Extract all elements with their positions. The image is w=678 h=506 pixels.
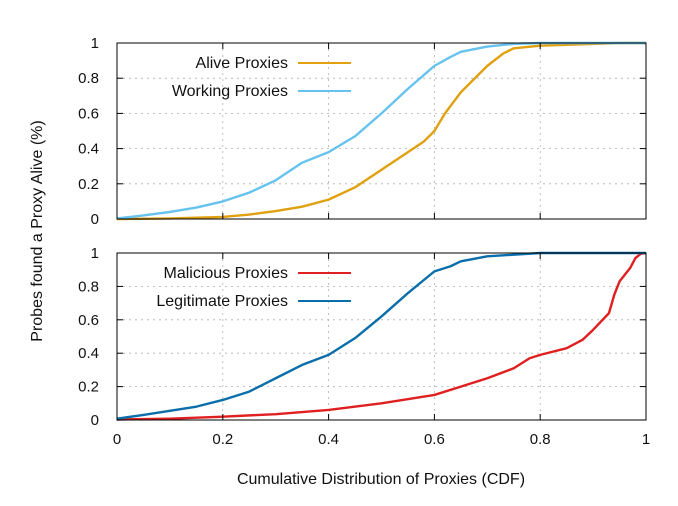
legend-label: Alive Proxies <box>196 55 288 72</box>
x-tick-label: 0.4 <box>318 431 339 448</box>
bottom-panel: 0 0.2 0.4 0.6 0.8 1 0 0.2 0.4 0.6 0.8 1 Malicious Pr… <box>78 245 650 448</box>
top-panel: 0 0.2 0.4 0.6 0.8 1 Alive Proxies Working Proxi… <box>78 35 647 228</box>
plot-frame <box>116 42 647 220</box>
x-axis-title: Cumulative Distribution of Proxies (CDF) <box>237 471 525 488</box>
y-tick-label: 1 <box>91 35 99 52</box>
series-line-malicious-proxies <box>116 251 647 421</box>
y-tick-label: 0.8 <box>78 70 99 87</box>
y-tick-label: 0 <box>91 211 99 228</box>
y-tick-label: 0.4 <box>78 345 99 362</box>
legend-label: Malicious Proxies <box>164 265 288 282</box>
y-axis-title: Probes found a Proxy Alive (%) <box>29 120 46 341</box>
x-tick-label: 1 <box>642 431 650 448</box>
y-tick-label: 0.2 <box>78 379 99 396</box>
legend-label: Legitimate Proxies <box>156 293 288 310</box>
series-line-alive-proxies <box>116 41 646 221</box>
x-tick-label: 0.6 <box>424 431 445 448</box>
legend-label: Working Proxies <box>172 83 288 100</box>
series-line-legitimate-proxies <box>116 251 646 420</box>
series-line-working-proxies <box>116 41 646 220</box>
x-tick-label: 0 <box>113 431 121 448</box>
x-tick-label: 0.2 <box>212 431 233 448</box>
y-tick-label: 0.6 <box>78 312 99 329</box>
y-tick-label: 0.6 <box>78 105 99 122</box>
plot-frame <box>116 252 647 421</box>
x-tick-label: 0.8 <box>530 431 551 448</box>
y-tick-label: 0 <box>91 412 99 429</box>
y-tick-label: 0.4 <box>78 141 99 158</box>
y-tick-label: 0.8 <box>78 278 99 295</box>
y-tick-label: 1 <box>91 245 99 262</box>
y-tick-label: 0.2 <box>78 176 99 193</box>
